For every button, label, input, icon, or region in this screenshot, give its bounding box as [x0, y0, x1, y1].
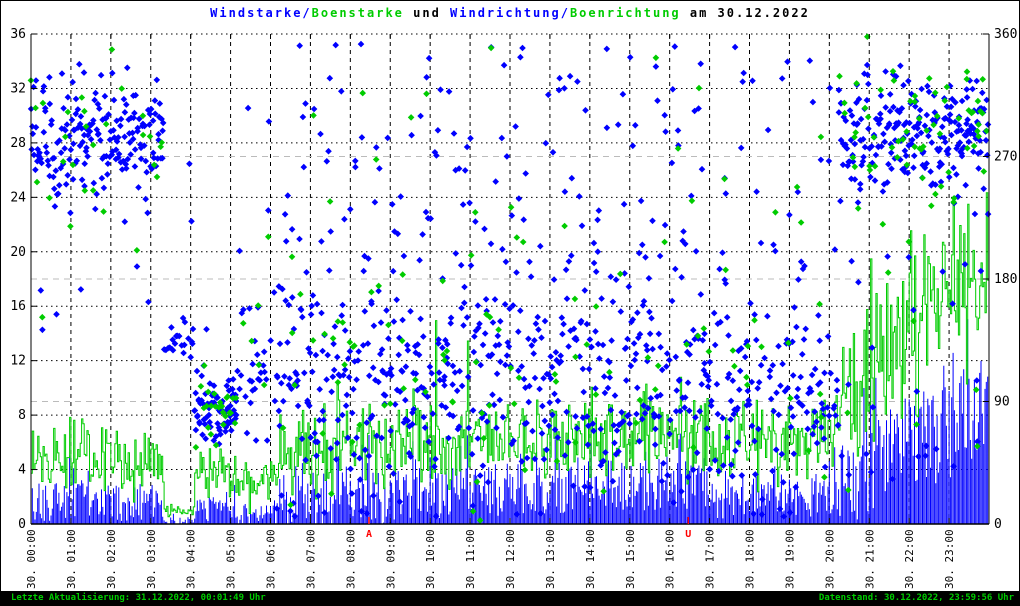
- status-bar: Letzte Aktualisierung: 31.12.2022, 00:01…: [1, 591, 1019, 605]
- svg-text:4: 4: [18, 463, 26, 478]
- svg-text:24: 24: [10, 190, 26, 205]
- title-part-boenrichtung: Boenrichtung: [569, 6, 681, 20]
- title-part-windrichtung: Windrichtung/: [450, 6, 570, 20]
- svg-text:30. 10:00: 30. 10:00: [424, 529, 437, 589]
- svg-text:30. 05:00: 30. 05:00: [225, 529, 238, 589]
- svg-text:30. 02:00: 30. 02:00: [105, 529, 118, 589]
- svg-text:30. 23:00: 30. 23:00: [943, 529, 956, 589]
- last-update-text: Letzte Aktualisierung: 31.12.2022, 00:01…: [11, 593, 266, 603]
- title-part-und: und: [403, 6, 451, 20]
- svg-text:30. 15:00: 30. 15:00: [624, 529, 637, 589]
- windrichtung-points: [27, 40, 992, 520]
- svg-text:16: 16: [10, 299, 26, 314]
- svg-text:12: 12: [10, 354, 26, 369]
- data-timestamp-text: Datenstand: 30.12.2022, 23:59:56 Uhr: [818, 593, 1014, 603]
- svg-text:30. 12:00: 30. 12:00: [504, 529, 517, 589]
- svg-text:360: 360: [994, 27, 1017, 42]
- svg-text:0: 0: [994, 517, 1002, 532]
- svg-text:30. 06:00: 30. 06:00: [265, 529, 278, 589]
- chart-title: Windstarke/Boenstarke und Windrichtung/B…: [1, 6, 1019, 20]
- svg-text:90: 90: [994, 395, 1010, 410]
- svg-text:30. 00:00: 30. 00:00: [25, 529, 38, 589]
- svg-text:30. 04:00: 30. 04:00: [185, 529, 198, 589]
- sunset-mark: U: [685, 529, 691, 540]
- svg-text:30. 11:00: 30. 11:00: [464, 529, 477, 589]
- boenrichtung-points: [27, 33, 990, 524]
- svg-text:30. 03:00: 30. 03:00: [145, 529, 158, 589]
- svg-text:30. 19:00: 30. 19:00: [783, 529, 796, 589]
- title-part-date: am 30.12.2022: [680, 6, 810, 20]
- title-part-boenstarke: Boenstarke: [311, 6, 404, 20]
- svg-text:36: 36: [10, 27, 26, 42]
- svg-text:270: 270: [994, 150, 1017, 165]
- svg-text:30. 13:00: 30. 13:00: [544, 529, 557, 589]
- svg-text:32: 32: [10, 81, 26, 96]
- svg-text:8: 8: [18, 408, 26, 423]
- svg-text:30. 08:00: 30. 08:00: [344, 529, 357, 589]
- svg-text:30. 09:00: 30. 09:00: [384, 529, 397, 589]
- svg-text:30. 21:00: 30. 21:00: [863, 529, 876, 589]
- svg-text:30. 16:00: 30. 16:00: [664, 529, 677, 589]
- svg-text:30. 07:00: 30. 07:00: [304, 529, 317, 589]
- title-part-windstarke: Windstarke/: [210, 6, 312, 20]
- svg-text:30. 20:00: 30. 20:00: [823, 529, 836, 589]
- svg-text:180: 180: [994, 272, 1017, 287]
- svg-text:28: 28: [10, 136, 26, 151]
- sunrise-mark: A: [366, 529, 372, 540]
- svg-text:0: 0: [18, 517, 26, 532]
- svg-text:30. 01:00: 30. 01:00: [65, 529, 78, 589]
- svg-text:30. 17:00: 30. 17:00: [704, 529, 717, 589]
- svg-text:30. 18:00: 30. 18:00: [744, 529, 757, 589]
- svg-text:30. 22:00: 30. 22:00: [903, 529, 916, 589]
- svg-text:20: 20: [10, 245, 26, 260]
- svg-text:30. 14:00: 30. 14:00: [584, 529, 597, 589]
